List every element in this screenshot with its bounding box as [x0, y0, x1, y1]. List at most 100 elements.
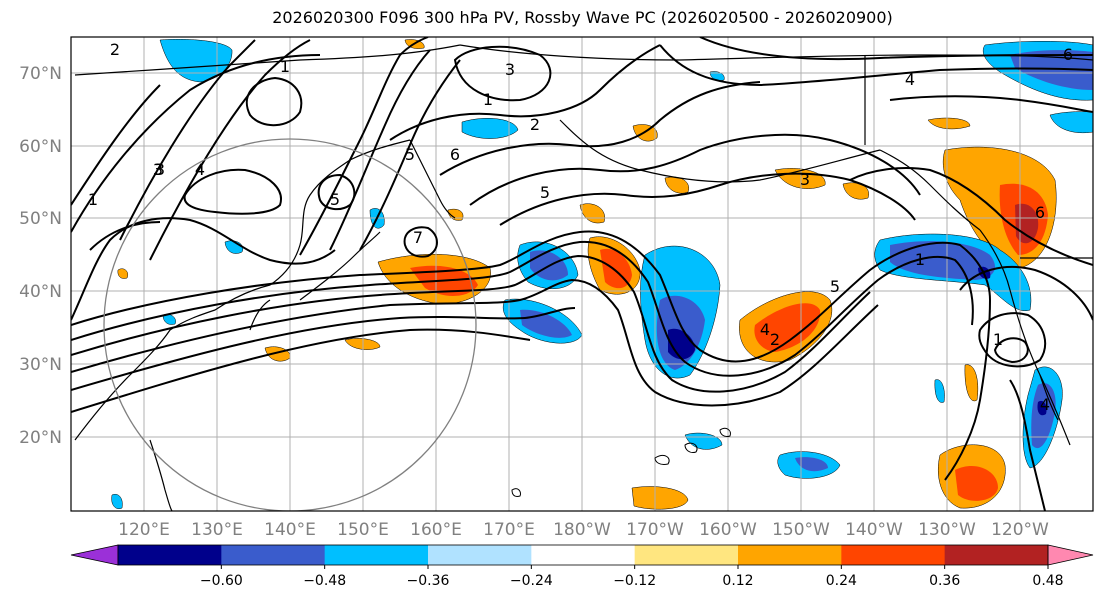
latitude-labels: 70°N 60°N 50°N 40°N 30°N 20°N	[19, 64, 62, 448]
map-title: 2026020300 F096 300 hPa PV, Rossby Wave …	[272, 8, 893, 27]
coast-na-west	[979, 229, 1071, 446]
contour-label: 3	[505, 60, 515, 79]
contour-label: 3	[800, 170, 810, 189]
colorbar-extend-max	[1047, 544, 1094, 566]
pv-shade-lightblue	[709, 71, 725, 81]
colorbar-tick-label: −0.24	[510, 573, 553, 589]
coast-mexico	[1039, 374, 1059, 421]
colorbar-tick-label: −0.60	[200, 573, 243, 589]
colorbar	[70, 544, 1094, 566]
pv-contours	[71, 37, 1093, 511]
pv-contour	[453, 45, 552, 102]
pv-contour	[499, 172, 916, 226]
pv-contour	[1009, 379, 1046, 511]
contour-label: 7	[413, 228, 423, 247]
pv-contour	[183, 168, 282, 215]
colorbar-segment	[221, 545, 326, 565]
pv-contour	[71, 230, 992, 481]
pv-contour	[993, 337, 1029, 364]
pv-contour	[89, 221, 161, 251]
longitude-label: 170°W	[626, 520, 684, 540]
contour-label: 3	[153, 160, 163, 179]
pv-shading-negative	[111, 39, 1093, 509]
pv-shade-orange	[842, 182, 869, 200]
latitude-label: 40°N	[19, 282, 62, 302]
contour-label: 5	[330, 190, 340, 209]
colorbar-segment	[634, 545, 739, 565]
colorbar-segment	[118, 545, 222, 565]
pv-contour	[149, 39, 311, 261]
longitude-label: 150°W	[772, 520, 830, 540]
pv-contour	[659, 44, 1093, 87]
colorbar-segment	[841, 545, 946, 565]
colorbar-tick-label: 0.48	[1032, 573, 1063, 589]
pv-shade-red	[754, 303, 821, 352]
latitude-label: 20°N	[19, 428, 62, 448]
latitude-label: 60°N	[19, 137, 62, 157]
colorbar-tick-label: −0.36	[407, 573, 450, 589]
pv-contour	[71, 84, 161, 206]
pv-contour	[469, 133, 921, 206]
contour-label: 6	[1035, 203, 1045, 222]
pv-contour	[389, 44, 661, 141]
pv-shade-lightblue	[111, 494, 123, 509]
pv-shade-lightblue	[934, 379, 945, 403]
colorbar-segment	[324, 545, 429, 565]
contour-label: 4	[905, 70, 915, 89]
contour-label: 1	[280, 57, 290, 76]
longitude-label: 160°E	[410, 520, 462, 540]
coast-taiwan-philippines	[149, 439, 173, 511]
colorbar-segment	[531, 545, 636, 565]
longitude-label: 130°W	[918, 520, 976, 540]
pv-contour	[71, 278, 879, 407]
pv-shade-red	[955, 466, 998, 501]
latitude-label: 50°N	[19, 209, 62, 229]
region-circle	[103, 138, 477, 511]
longitude-label: 160°W	[699, 520, 757, 540]
longitude-label: 120°E	[118, 520, 170, 540]
colorbar-tick-label: 0.36	[929, 573, 960, 589]
pv-shade-orange	[117, 268, 128, 279]
longitude-label: 120°W	[991, 520, 1049, 540]
pv-shade-orange	[631, 486, 689, 510]
colorbar-segment	[428, 545, 532, 565]
contour-label: 2	[770, 330, 780, 349]
pv-contour	[71, 54, 321, 233]
contour-label: 1	[88, 190, 98, 209]
colorbar-tick-label: −0.48	[303, 573, 346, 589]
coast-alaska	[879, 149, 981, 231]
longitude-label: 140°E	[264, 520, 316, 540]
pv-shade-lightblue	[1049, 111, 1093, 133]
pv-shade-blue	[1010, 50, 1093, 90]
contour-label: 4	[760, 320, 770, 339]
contour-label: 6	[1063, 45, 1073, 64]
pv-contour	[439, 81, 761, 176]
islands	[511, 427, 731, 497]
coast-bering	[559, 119, 881, 183]
pv-contour	[317, 173, 356, 211]
longitude-label: 150°E	[337, 520, 389, 540]
contour-label: 5	[540, 183, 550, 202]
latitude-label: 70°N	[19, 64, 62, 84]
contour-label: 3	[155, 160, 165, 179]
colorbar-tick-label: 0.24	[826, 573, 857, 589]
colorbar-segment	[944, 545, 1049, 565]
coast-kamchatka	[409, 139, 456, 219]
colorbar-tick-label: 0.12	[722, 573, 753, 589]
pv-contour	[71, 328, 531, 413]
pv-shade-orange	[579, 203, 605, 224]
pv-shade-blue	[1031, 383, 1056, 449]
contour-label: 4	[1040, 395, 1050, 414]
map-frame	[70, 36, 1094, 512]
colorbar-extend-min	[70, 544, 119, 566]
contour-label: 2	[110, 40, 120, 59]
contour-label: 2	[530, 115, 540, 134]
contour-label: 1	[483, 90, 493, 109]
pv-contour	[889, 95, 1093, 113]
latitude-label: 30°N	[19, 355, 62, 375]
longitude-label: 180°W	[553, 520, 611, 540]
pv-contour	[978, 312, 1047, 368]
colorbar-ticks: −0.60 −0.48 −0.36 −0.24 −0.12 0.12 0.24 0.36 0.4…	[200, 565, 1064, 589]
